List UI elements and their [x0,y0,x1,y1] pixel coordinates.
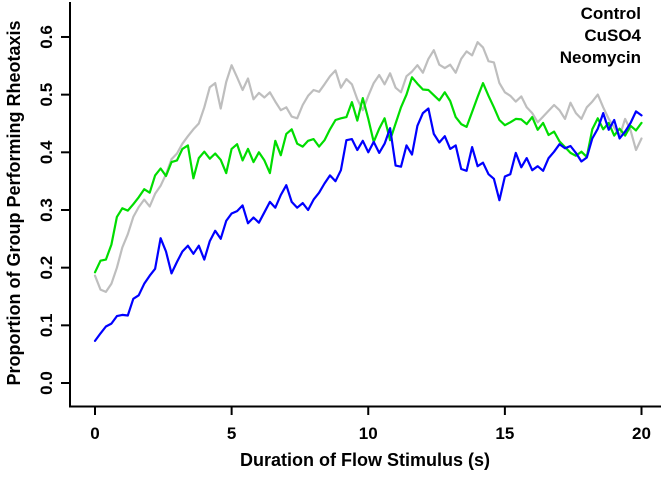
x-tick-label: 10 [359,424,378,443]
y-axis-ticks: 0.0 0.1 0.2 0.3 0.4 0.5 0.6 [37,25,69,395]
y-tick-label: 0.2 [37,256,56,280]
y-axis-title: Proportion of Group Performing Rheotaxis [4,20,24,385]
series-lines [93,41,643,342]
control-line [93,41,643,293]
x-tick-label: 15 [495,424,514,443]
legend-label-control: Control [581,4,641,23]
y-tick-label: 0.5 [37,83,56,107]
y-tick-label: 0.1 [37,314,56,338]
x-tick-label: 0 [90,424,99,443]
legend-label-neomycin: Neomycin [560,48,641,67]
y-tick-label: 0.3 [37,198,56,222]
legend-label-cuso4: CuSO4 [584,26,641,45]
neomycin-line [93,76,643,274]
x-axis-title: Duration of Flow Stimulus (s) [240,450,490,470]
legend: Control CuSO4 Neomycin [560,4,642,67]
y-tick-label: 0.4 [37,140,56,164]
y-tick-label: 0.6 [37,25,56,49]
cuso4-line [93,107,643,342]
x-tick-label: 20 [632,424,651,443]
x-tick-label: 5 [227,424,236,443]
y-tick-label: 0.0 [37,371,56,395]
x-axis-ticks: 0 5 10 15 20 [90,407,651,443]
